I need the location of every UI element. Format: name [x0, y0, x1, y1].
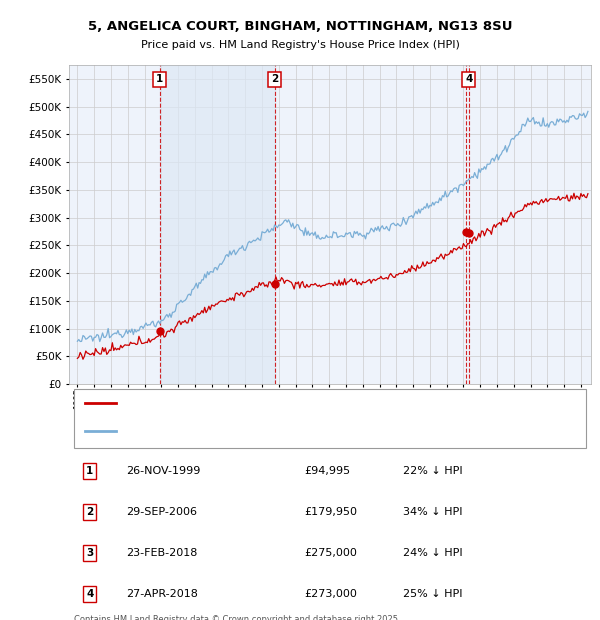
- Text: 26-NOV-1999: 26-NOV-1999: [127, 466, 201, 476]
- Text: 2: 2: [271, 74, 278, 84]
- Text: 34% ↓ HPI: 34% ↓ HPI: [403, 507, 463, 517]
- Text: 5, ANGELICA COURT, BINGHAM, NOTTINGHAM, NG13 8SU (detached house): 5, ANGELICA COURT, BINGHAM, NOTTINGHAM, …: [121, 398, 491, 409]
- Text: 22% ↓ HPI: 22% ↓ HPI: [403, 466, 463, 476]
- Text: 5, ANGELICA COURT, BINGHAM, NOTTINGHAM, NG13 8SU: 5, ANGELICA COURT, BINGHAM, NOTTINGHAM, …: [88, 20, 512, 32]
- Text: Price paid vs. HM Land Registry's House Price Index (HPI): Price paid vs. HM Land Registry's House …: [140, 40, 460, 50]
- Text: 24% ↓ HPI: 24% ↓ HPI: [403, 548, 463, 558]
- Text: 4: 4: [86, 589, 94, 599]
- Text: 3: 3: [86, 548, 94, 558]
- Text: £275,000: £275,000: [304, 548, 357, 558]
- Text: £94,995: £94,995: [304, 466, 350, 476]
- Text: £179,950: £179,950: [304, 507, 357, 517]
- Bar: [160, 65, 275, 384]
- Text: 1: 1: [86, 466, 94, 476]
- Text: 27-APR-2018: 27-APR-2018: [127, 589, 198, 599]
- FancyBboxPatch shape: [74, 389, 586, 448]
- Text: 1: 1: [156, 74, 163, 84]
- Text: £273,000: £273,000: [304, 589, 357, 599]
- Text: HPI: Average price, detached house, Rushcliffe: HPI: Average price, detached house, Rush…: [121, 425, 350, 435]
- Text: 23-FEB-2018: 23-FEB-2018: [127, 548, 198, 558]
- Text: Contains HM Land Registry data © Crown copyright and database right 2025.
This d: Contains HM Land Registry data © Crown c…: [74, 615, 401, 620]
- Text: 2: 2: [86, 507, 94, 517]
- Text: 4: 4: [465, 74, 472, 84]
- Text: 29-SEP-2006: 29-SEP-2006: [127, 507, 197, 517]
- Text: 25% ↓ HPI: 25% ↓ HPI: [403, 589, 463, 599]
